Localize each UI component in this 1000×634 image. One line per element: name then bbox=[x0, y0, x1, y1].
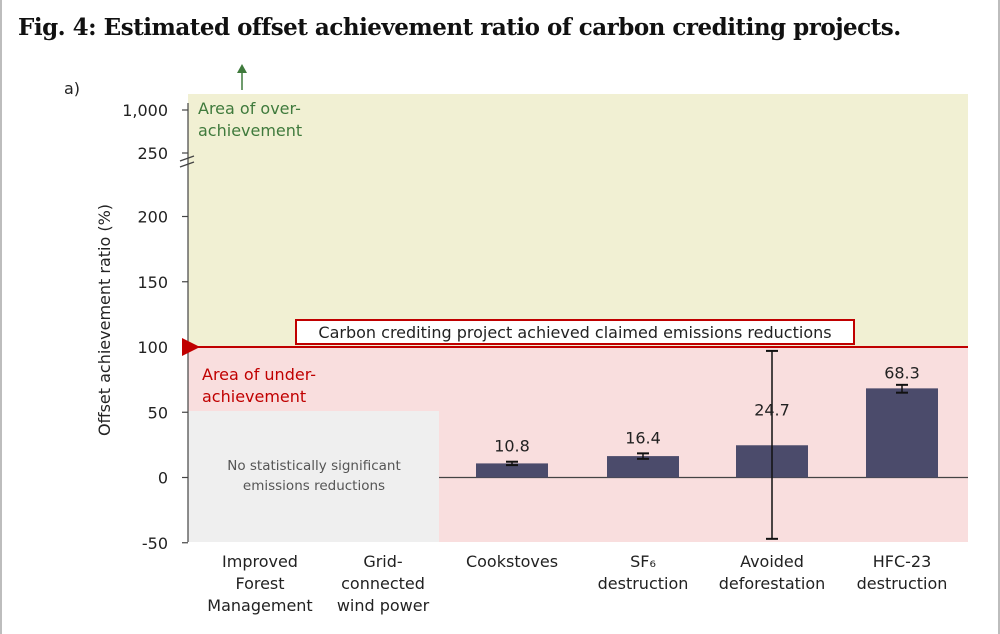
no-significance-label: No statistically significant emissions re… bbox=[227, 458, 401, 494]
category-label: Avoided deforestation bbox=[719, 552, 826, 593]
axis-break-mark bbox=[179, 155, 195, 162]
category-label: Grid-connected wind power bbox=[337, 552, 430, 615]
category-label: Improved Forest Management bbox=[207, 552, 312, 615]
value-label: 10.8 bbox=[494, 437, 530, 456]
y-tick-label: 0 bbox=[158, 469, 168, 488]
y-tick-label: 50 bbox=[148, 403, 168, 422]
category-label: HFC-23 destruction bbox=[857, 552, 948, 593]
y-tick-label: 250 bbox=[137, 144, 168, 163]
y-tick-label: 100 bbox=[137, 338, 168, 357]
axis-break-mark bbox=[179, 161, 195, 168]
figure-title: Fig. 4: Estimated offset achievement rat… bbox=[18, 14, 901, 41]
panel-label: a) bbox=[64, 79, 80, 98]
no-significance-area bbox=[188, 411, 439, 542]
over-achievement-area bbox=[188, 94, 968, 347]
category-label: SF₆ destruction bbox=[598, 552, 689, 593]
value-label: 24.7 bbox=[754, 400, 790, 419]
target-line-label-box bbox=[295, 319, 855, 345]
bar bbox=[607, 456, 679, 478]
y-tick-label: -50 bbox=[142, 534, 168, 553]
up-arrow-head-icon bbox=[237, 64, 247, 73]
bar bbox=[476, 463, 548, 478]
y-axis-title: Offset achievement ratio (%) bbox=[95, 204, 114, 436]
target-line-label: Carbon crediting project achieved claime… bbox=[318, 323, 831, 342]
y-tick-label: 150 bbox=[137, 273, 168, 292]
under-achievement-label: Area of under-achievement bbox=[202, 365, 316, 406]
bar bbox=[866, 388, 938, 478]
y-tick-label: 200 bbox=[137, 208, 168, 227]
value-label: 68.3 bbox=[884, 363, 920, 382]
value-label: 16.4 bbox=[625, 428, 661, 447]
y-tick-label: 1,000 bbox=[122, 101, 168, 120]
target-marker-icon bbox=[182, 338, 200, 356]
over-achievement-label: Area of over-achievement bbox=[198, 99, 302, 140]
category-label: Cookstoves bbox=[466, 552, 558, 571]
